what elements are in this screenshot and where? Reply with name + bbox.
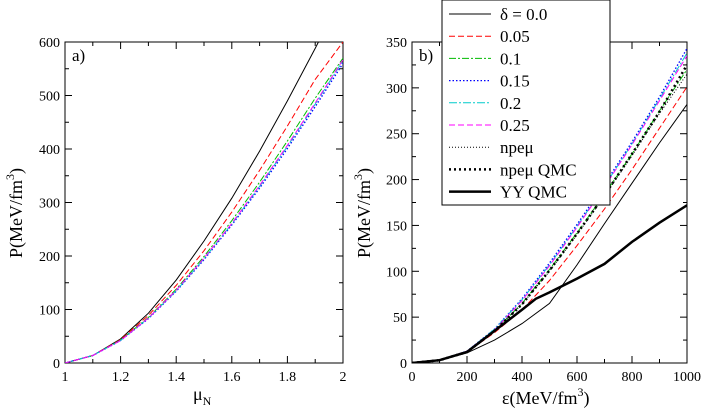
panel-a-ylabel: P(MeV/fm3) xyxy=(3,168,27,258)
panel-a-ytick-label: 300 xyxy=(39,197,60,212)
legend-label-7: npeμ QMC xyxy=(500,160,577,179)
panel-b-xtick-label: 0 xyxy=(409,370,416,385)
panel-b-ytick-label: 100 xyxy=(386,265,407,280)
legend-label-5: 0.25 xyxy=(500,116,530,135)
legend-label-0: δ = 0.0 xyxy=(500,5,547,24)
legend-label-6: npeμ xyxy=(500,138,534,157)
panel-b-xtick-label: 400 xyxy=(512,370,533,385)
legend-label-4: 0.2 xyxy=(500,94,521,113)
panel-b-ticks: 0 200 400 600 800 1000 0 50 100 150 200 250 300 350 xyxy=(386,36,701,385)
panel-a-xlabel: μN xyxy=(193,384,212,408)
panel-b-ylabel: P(MeV/fm3) xyxy=(351,168,375,258)
panel-b-series-2 xyxy=(412,69,687,363)
panel-a-ytick-label: 600 xyxy=(39,36,60,51)
panel-b-ytick-label: 200 xyxy=(386,174,407,189)
panel-b-ytick-label: 300 xyxy=(386,82,407,97)
panel-a-series-5 xyxy=(65,59,343,363)
panel-a-ytick-label: 0 xyxy=(53,357,60,372)
panel-a-series-2 xyxy=(65,57,343,363)
legend-label-2: 0.1 xyxy=(500,49,521,68)
panel-a-xtick-label: 2 xyxy=(340,370,347,385)
panel-b-ytick-label: 350 xyxy=(386,36,407,51)
panel-b-curves xyxy=(412,48,687,363)
panel-a-xtick-label: 1.8 xyxy=(279,370,297,385)
panel-a-ytick-label: 400 xyxy=(39,143,60,158)
panel-a-ytick-label: 100 xyxy=(39,304,60,319)
panel-a-series-3 xyxy=(65,63,343,363)
panel-b-series-8 xyxy=(412,204,687,363)
panel-a-ticks: 1 1.2 1.4 1.6 1.8 2 0 100 200 300 400 500 600 xyxy=(39,36,347,385)
legend-label-8: YY QMC xyxy=(500,183,567,202)
panel-a-xtick-label: 1.2 xyxy=(112,370,130,385)
panel-b-xtick-label: 600 xyxy=(567,370,588,385)
panel-b-ytick-label: 50 xyxy=(393,311,407,326)
panel-b-ytick-label: 0 xyxy=(400,357,407,372)
panel-a-xtick-label: 1 xyxy=(62,370,69,385)
panel-b-xtick-label: 1000 xyxy=(673,370,701,385)
panel-a-xtick-label: 1.6 xyxy=(223,370,241,385)
panel-b-ytick-label: 150 xyxy=(386,219,407,234)
panel-b: 0 200 400 600 800 1000 0 50 100 150 200 250 300 350 b… xyxy=(351,36,701,409)
legend-label-3: 0.15 xyxy=(500,72,530,91)
panel-a-curves xyxy=(65,42,343,363)
panel-b-label: b) xyxy=(419,46,433,65)
panel-b-ytick-label: 250 xyxy=(386,128,407,143)
panel-a-series-1 xyxy=(65,42,343,363)
legend: δ = 0.0 0.05 0.1 0.15 0.2 0.25 npeμ npeμ QMC YY … xyxy=(441,0,611,206)
panel-b-xtick-label: 800 xyxy=(622,370,643,385)
panel-b-xlabel: ε(MeV/fm3) xyxy=(502,385,590,409)
legend-label-1: 0.05 xyxy=(500,27,530,46)
panel-a-series-0 xyxy=(65,42,320,363)
panel-a-xtick-label: 1.4 xyxy=(167,370,185,385)
panel-a-ytick-label: 500 xyxy=(39,90,60,105)
panel-a-series-4 xyxy=(65,60,343,363)
panel-a-ytick-label: 200 xyxy=(39,250,60,265)
panel-b-xtick-label: 200 xyxy=(457,370,478,385)
panel-a-frame xyxy=(64,41,344,364)
panel-a-label: a) xyxy=(72,46,85,65)
